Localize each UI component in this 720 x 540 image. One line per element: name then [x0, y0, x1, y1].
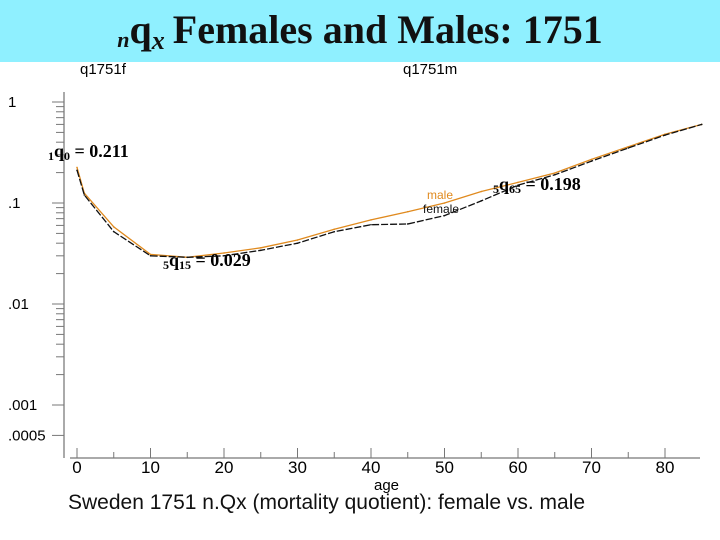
- chart-caption: Sweden 1751 n.Qx (mortality quotient): f…: [68, 491, 585, 514]
- data-point-male: [149, 253, 152, 256]
- x-tick-label: 80: [656, 458, 675, 477]
- legend-male: male: [427, 188, 453, 202]
- left-panel-label: q1751f: [80, 61, 127, 78]
- y-tick-label: .01: [8, 296, 29, 313]
- data-point-male: [112, 226, 115, 228]
- data-point-male: [296, 239, 299, 241]
- data-point-female: [517, 184, 519, 187]
- data-point-female: [627, 147, 630, 149]
- data-point-female: [406, 223, 409, 225]
- data-point-male: [480, 190, 483, 193]
- data-point-female: [443, 214, 446, 217]
- data-point-female: [112, 230, 115, 233]
- series-layer: [76, 123, 703, 259]
- data-point-male: [517, 181, 519, 184]
- title-prefix: n: [117, 27, 130, 52]
- data-point-female: [149, 255, 152, 257]
- legend-female: female: [423, 202, 459, 216]
- right-panel-label: q1751m: [403, 61, 457, 78]
- series-line-female: [76, 123, 702, 258]
- data-point-female: [370, 223, 372, 226]
- data-point-male: [76, 166, 78, 169]
- x-tick-label: 10: [141, 458, 160, 477]
- annotation-label: 5q15 = 0.029: [163, 250, 251, 272]
- data-point-male: [553, 172, 556, 174]
- y-tick-label: .0005: [8, 427, 46, 444]
- data-point-female: [223, 255, 225, 257]
- data-point-female: [553, 174, 556, 176]
- data-point-male: [333, 228, 336, 231]
- title-q: q: [129, 7, 152, 52]
- x-tick-label: 0: [72, 458, 81, 477]
- annotation-label: 1q0 = 0.211: [48, 141, 129, 163]
- data-point-male: [370, 219, 372, 221]
- x-tick-label: 70: [582, 458, 601, 477]
- y-tick-label: .001: [8, 397, 37, 414]
- chart-axes: 1 .1 .01 .001 .0005 0 10 20 30 40 50 60 70 80: [8, 92, 700, 477]
- data-point-female: [700, 123, 703, 126]
- x-axis-label: age: [374, 477, 399, 494]
- data-point-female: [296, 242, 299, 244]
- y-tick-label: 1: [8, 94, 16, 111]
- series-line-male: [76, 123, 702, 258]
- data-point-female: [83, 194, 86, 196]
- title-bar: [0, 0, 720, 62]
- title-subscript: x: [151, 26, 165, 55]
- x-tick-label: 30: [288, 458, 307, 477]
- data-point-female: [664, 134, 666, 136]
- data-point-male: [223, 252, 225, 254]
- data-point-male: [590, 158, 593, 161]
- data-point-female: [480, 200, 483, 202]
- x-tick-label: 40: [362, 458, 381, 477]
- title-rest: Females and Males: 1751: [172, 7, 603, 52]
- page-title: nqx Females and Males: 1751: [0, 6, 720, 56]
- x-tick-label: 20: [215, 458, 234, 477]
- data-point-male: [406, 210, 409, 213]
- data-point-male: [259, 247, 262, 249]
- annotation-label: 5q65 = 0.198: [493, 174, 581, 196]
- data-point-female: [76, 169, 78, 172]
- data-point-female: [259, 249, 262, 252]
- x-tick-label: 60: [509, 458, 528, 477]
- data-point-male: [443, 202, 446, 204]
- data-point-male: [627, 146, 630, 148]
- y-tick-label: .1: [8, 195, 21, 212]
- data-point-female: [590, 160, 593, 162]
- data-point-female: [186, 256, 189, 259]
- x-tick-label: 50: [435, 458, 454, 477]
- data-point-female: [333, 230, 336, 233]
